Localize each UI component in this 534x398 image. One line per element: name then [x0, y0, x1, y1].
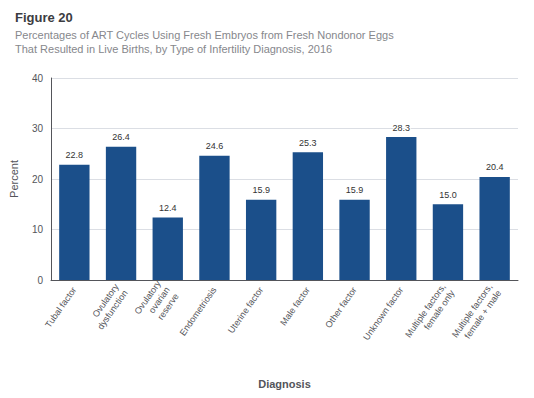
svg-text:0: 0	[37, 275, 43, 286]
svg-text:20: 20	[32, 174, 44, 185]
svg-text:female only: female only	[422, 288, 457, 332]
svg-text:Tubal factor: Tubal factor	[43, 285, 78, 329]
svg-text:Diagnosis: Diagnosis	[258, 378, 311, 390]
svg-text:Ovulatory: Ovulatory	[132, 278, 163, 317]
svg-text:That Resulted in Live Births,: That Resulted in Live Births, by Type of…	[15, 43, 332, 55]
svg-text:15.9: 15.9	[252, 185, 270, 195]
svg-text:25.3: 25.3	[299, 138, 317, 148]
svg-text:28.3: 28.3	[392, 123, 410, 133]
svg-text:ovarian: ovarian	[146, 285, 172, 316]
svg-text:20.4: 20.4	[486, 162, 504, 172]
svg-text:Multiple factors,: Multiple factors,	[449, 282, 495, 340]
svg-text:Uterine factor: Uterine factor	[226, 285, 265, 335]
svg-text:Unknown factor: Unknown factor	[361, 285, 405, 342]
svg-text:Male factor: Male factor	[278, 285, 312, 327]
svg-text:15.0: 15.0	[439, 190, 457, 200]
svg-text:40: 40	[32, 73, 44, 84]
svg-text:reserve: reserve	[155, 291, 180, 321]
svg-text:Endometriosis: Endometriosis	[178, 285, 219, 338]
svg-text:26.4: 26.4	[112, 132, 130, 142]
svg-text:Figure 20: Figure 20	[15, 10, 73, 25]
svg-text:30: 30	[32, 123, 44, 134]
svg-text:female + male: female + male	[462, 288, 503, 340]
svg-text:Other factor: Other factor	[323, 285, 358, 330]
svg-text:12.4: 12.4	[159, 203, 177, 213]
svg-text:22.8: 22.8	[66, 150, 84, 160]
svg-text:10: 10	[32, 224, 44, 235]
svg-text:15.9: 15.9	[346, 185, 364, 195]
svg-text:Multiple factors,: Multiple factors,	[403, 282, 448, 340]
svg-text:Percentages of ART Cycles Usin: Percentages of ART Cycles Using Fresh Em…	[15, 29, 394, 41]
svg-text:24.6: 24.6	[206, 141, 224, 151]
svg-text:Percent: Percent	[8, 160, 20, 198]
svg-text:dysfunction: dysfunction	[95, 288, 129, 331]
svg-text:Ovulatory: Ovulatory	[90, 282, 121, 320]
